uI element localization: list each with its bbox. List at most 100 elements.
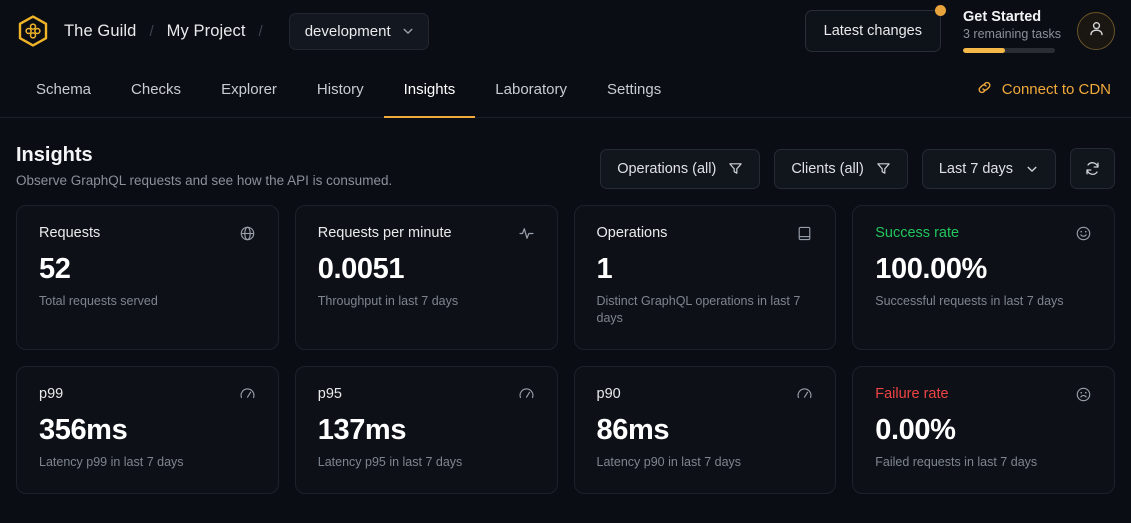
card-value: 100.00%	[875, 253, 987, 285]
filter-funnel-icon	[876, 161, 891, 176]
get-started-subtitle: 3 remaining tasks	[963, 27, 1061, 41]
card-description: Throughput in last 7 days	[317, 294, 459, 309]
smile-face-icon	[1075, 225, 1092, 242]
get-started-widget[interactable]: Get Started 3 remaining tasks	[963, 9, 1061, 53]
tab-checks[interactable]: Checks	[111, 62, 201, 117]
card-header: p99	[39, 386, 256, 403]
topbar-right-group: Latest changes Get Started 3 remaining t…	[804, 5, 1115, 53]
tab-history[interactable]: History	[297, 62, 384, 117]
tab-bar: Schema Checks Explorer History Insights …	[0, 62, 1131, 118]
card-description: Successful requests in last 7 days	[875, 294, 1064, 309]
page-title: Insights	[16, 144, 93, 166]
stats-grid-row-1: Requests 52 Total requests served Reques…	[0, 189, 1131, 350]
card-header: p95	[318, 386, 535, 403]
get-started-progress-track	[963, 48, 1055, 53]
stat-card-failure-rate: Failure rate 0.00% Failed requests in la…	[852, 366, 1115, 494]
card-header: Requests	[39, 225, 256, 242]
globe-icon	[239, 225, 256, 242]
breadcrumb-separator: /	[149, 22, 154, 40]
tab-explorer[interactable]: Explorer	[201, 62, 297, 117]
chevron-down-icon	[401, 24, 415, 38]
date-range-select[interactable]: Last 7 days	[921, 148, 1056, 189]
chevron-down-icon	[1025, 162, 1039, 176]
environment-selector[interactable]: development	[288, 12, 429, 50]
top-navigation-bar: The Guild / My Project / development Lat…	[0, 0, 1131, 62]
card-title: Requests per minute	[317, 225, 452, 241]
card-header: Requests per minute	[318, 225, 535, 242]
tab-insights[interactable]: Insights	[383, 62, 476, 118]
card-header: Operations	[597, 225, 814, 242]
card-title: Operations	[596, 225, 668, 241]
notification-dot-icon	[935, 5, 946, 16]
card-title: p90	[596, 386, 621, 402]
gauge-icon	[796, 386, 813, 403]
card-title: Failure rate	[875, 386, 949, 402]
tab-settings[interactable]: Settings	[587, 62, 681, 117]
date-range-label: Last 7 days	[938, 160, 1013, 177]
stats-grid-row-2: p99 356ms Latency p99 in last 7 days p95	[0, 350, 1131, 494]
page-subtitle: Observe GraphQL requests and see how the…	[16, 173, 393, 188]
clients-filter-label: Clients (all)	[791, 160, 864, 177]
card-description: Latency p90 in last 7 days	[596, 455, 742, 470]
card-header: p90	[597, 386, 814, 403]
get-started-title: Get Started	[963, 9, 1042, 25]
card-value: 0.0051	[317, 253, 405, 285]
connect-to-cdn-link[interactable]: Connect to CDN	[976, 62, 1115, 117]
refresh-button[interactable]	[1070, 148, 1115, 189]
environment-label: development	[304, 22, 391, 40]
tab-label: Checks	[131, 81, 182, 98]
card-header: Success rate	[875, 225, 1092, 242]
book-icon	[796, 225, 813, 242]
tab-label: History	[316, 81, 364, 98]
card-title: Success rate	[875, 225, 960, 241]
card-value: 356ms	[39, 414, 128, 446]
page-header: Insights Observe GraphQL requests and se…	[0, 118, 1131, 189]
tab-label: Laboratory	[495, 81, 568, 98]
filter-funnel-icon	[728, 161, 743, 176]
get-started-progress-fill	[963, 48, 1006, 53]
operations-filter-label: Operations (all)	[617, 160, 717, 177]
stat-card-p95: p95 137ms Latency p95 in last 7 days	[294, 366, 558, 494]
card-description: Distinct GraphQL operations in last 7 da…	[596, 294, 801, 325]
tab-label: Schema	[36, 81, 92, 98]
stat-card-requests-per-minute: Requests per minute 0.0051 Throughput in…	[294, 205, 558, 350]
tab-laboratory[interactable]: Laboratory	[475, 62, 587, 117]
filter-controls: Operations (all) Clients (all) Last 7 da…	[600, 144, 1115, 189]
page-header-text: Insights Observe GraphQL requests and se…	[16, 144, 392, 188]
stat-card-p99: p99 356ms Latency p99 in last 7 days	[16, 366, 279, 494]
breadcrumb-org[interactable]: The Guild	[64, 21, 137, 40]
tab-label: Explorer	[221, 81, 277, 98]
frown-face-icon	[1075, 386, 1092, 403]
card-description: Latency p99 in last 7 days	[39, 455, 184, 470]
stat-card-success-rate: Success rate 100.00% Successful requests…	[852, 205, 1115, 350]
stat-card-requests: Requests 52 Total requests served	[16, 205, 279, 350]
card-value: 0.00%	[875, 414, 956, 446]
connect-to-cdn-label: Connect to CDN	[1001, 81, 1111, 98]
card-value: 137ms	[317, 414, 407, 446]
gauge-icon	[239, 386, 256, 403]
stat-card-operations: Operations 1 Distinct GraphQL operations…	[573, 205, 837, 350]
avatar[interactable]	[1077, 12, 1115, 50]
tab-schema[interactable]: Schema	[16, 62, 111, 117]
breadcrumb-project[interactable]: My Project	[166, 21, 246, 40]
clients-filter[interactable]: Clients (all)	[774, 148, 908, 189]
link-icon	[976, 79, 993, 100]
latest-changes-button[interactable]: Latest changes	[804, 10, 941, 52]
breadcrumb-separator: /	[258, 22, 263, 40]
tab-label: Insights	[403, 81, 456, 98]
card-title: p95	[317, 386, 342, 402]
operations-filter[interactable]: Operations (all)	[600, 148, 761, 189]
breadcrumb: The Guild / My Project / development	[64, 12, 429, 50]
refresh-icon	[1084, 160, 1101, 177]
card-title: Requests	[39, 225, 101, 241]
card-value: 52	[39, 253, 71, 285]
card-description: Total requests served	[39, 294, 158, 309]
card-title: p99	[39, 386, 64, 402]
card-description: Latency p95 in last 7 days	[317, 455, 463, 470]
stat-card-p90: p90 86ms Latency p90 in last 7 days	[573, 366, 837, 494]
card-description: Failed requests in last 7 days	[875, 455, 1038, 470]
gauge-icon	[518, 386, 535, 403]
guild-hexagon-logo[interactable]	[16, 14, 50, 48]
activity-pulse-icon	[518, 225, 535, 242]
